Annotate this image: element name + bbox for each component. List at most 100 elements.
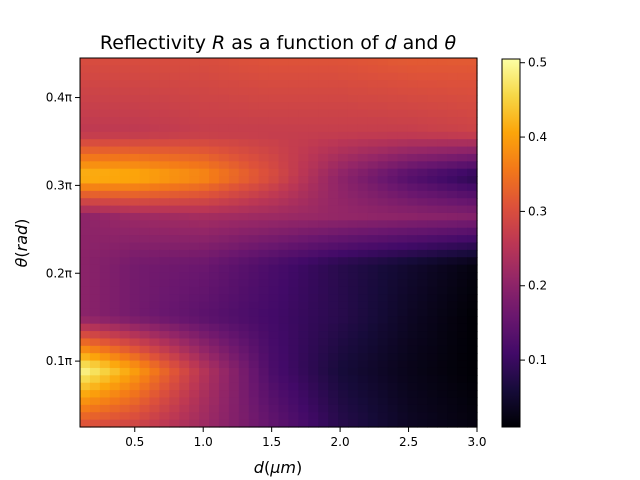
heatmap-cell <box>139 353 151 362</box>
heatmap-cell <box>347 242 359 251</box>
heatmap-cell <box>467 308 478 317</box>
heatmap-cell <box>417 161 428 170</box>
heatmap-cell <box>129 117 141 126</box>
heatmap-cell <box>139 367 151 376</box>
heatmap-cell <box>338 72 349 81</box>
heatmap-cell <box>238 360 250 369</box>
heatmap-cell <box>99 80 111 89</box>
heatmap-cell <box>278 272 290 280</box>
heatmap-cell <box>298 301 309 310</box>
heatmap-cell <box>248 412 260 421</box>
heatmap-cell <box>80 382 91 391</box>
heatmap-cell <box>268 316 280 325</box>
heatmap-cell <box>288 323 299 332</box>
heatmap-cell <box>179 117 190 126</box>
heatmap-cell <box>377 301 389 310</box>
heatmap-cell <box>268 220 280 229</box>
heatmap-cell <box>268 139 280 148</box>
heatmap-cell <box>417 198 428 207</box>
heatmap-cell <box>417 235 428 244</box>
heatmap-cell <box>347 397 359 406</box>
heatmap-cell <box>288 212 299 221</box>
heatmap-cell <box>189 102 200 111</box>
heatmap-cell <box>238 117 250 126</box>
heatmap-cell <box>367 102 379 111</box>
heatmap-cell <box>318 323 329 332</box>
heatmap-cell <box>278 131 290 140</box>
heatmap-cell <box>80 279 91 288</box>
heatmap-cell <box>99 124 111 133</box>
heatmap-cell <box>218 360 230 369</box>
title-part: and <box>397 32 445 54</box>
heatmap-cell <box>99 272 111 280</box>
heatmap-cell <box>149 286 161 295</box>
heatmap-cell <box>347 367 359 376</box>
heatmap-cell <box>109 205 121 214</box>
heatmap-cell <box>328 301 339 310</box>
heatmap-cell <box>447 227 458 236</box>
heatmap-cell <box>199 419 210 428</box>
heatmap-cell <box>357 390 369 399</box>
heatmap-cell <box>467 146 478 155</box>
heatmap-cell <box>258 279 270 288</box>
heatmap-cell <box>447 345 458 354</box>
heatmap-cell <box>169 131 180 140</box>
heatmap-cell <box>427 168 438 177</box>
heatmap-cell <box>99 301 111 310</box>
heatmap-cell <box>328 65 339 74</box>
heatmap-cell <box>407 338 419 347</box>
heatmap-cell <box>129 198 141 207</box>
heatmap-cell <box>258 338 270 347</box>
heatmap-cell <box>119 294 131 303</box>
heatmap-cell <box>347 220 359 229</box>
heatmap-cell <box>338 153 349 162</box>
heatmap-cell <box>377 279 389 288</box>
heatmap-cell <box>308 212 319 221</box>
heatmap-cell <box>377 205 389 214</box>
heatmap-cell <box>228 183 240 192</box>
heatmap-cell <box>318 183 329 192</box>
heatmap-cell <box>248 286 260 295</box>
heatmap-cell <box>377 94 389 103</box>
heatmap-cell <box>159 124 170 133</box>
heatmap-cell <box>268 301 280 310</box>
heatmap-cell <box>228 212 240 221</box>
heatmap-cell <box>437 80 448 89</box>
heatmap-cell <box>218 220 230 229</box>
heatmap-cell <box>338 353 349 362</box>
heatmap-cell <box>417 382 428 391</box>
heatmap-cell <box>397 390 409 399</box>
heatmap-cell <box>288 235 299 244</box>
heatmap-cell <box>268 242 280 251</box>
heatmap-cell <box>447 183 458 192</box>
heatmap-cell <box>278 294 290 303</box>
heatmap-cell <box>407 331 419 340</box>
heatmap-cell <box>248 360 260 369</box>
heatmap-cell <box>338 367 349 376</box>
heatmap-cell <box>89 58 101 66</box>
heatmap-cell <box>218 279 230 288</box>
heatmap-cell <box>209 257 220 266</box>
heatmap-cell <box>179 419 190 428</box>
heatmap-cell <box>367 316 379 325</box>
heatmap-cell <box>268 382 280 391</box>
heatmap-cell <box>119 331 131 340</box>
heatmap-cell <box>89 286 101 295</box>
heatmap-cell <box>189 109 200 118</box>
heatmap-cell <box>338 257 349 266</box>
heatmap-cell <box>129 161 141 170</box>
heatmap-cell <box>357 316 369 325</box>
heatmap-cell <box>189 338 200 347</box>
heatmap-cell <box>149 235 161 244</box>
heatmap-cell <box>89 131 101 140</box>
heatmap-cell <box>258 235 270 244</box>
heatmap-cell <box>447 353 458 362</box>
heatmap-cell <box>89 198 101 207</box>
heatmap-cell <box>338 382 349 391</box>
heatmap-cell <box>199 308 210 317</box>
heatmap-cell <box>357 176 369 185</box>
heatmap-cell <box>159 139 170 148</box>
heatmap-cell <box>149 294 161 303</box>
heatmap-cell <box>437 205 448 214</box>
heatmap-cell <box>288 176 299 185</box>
